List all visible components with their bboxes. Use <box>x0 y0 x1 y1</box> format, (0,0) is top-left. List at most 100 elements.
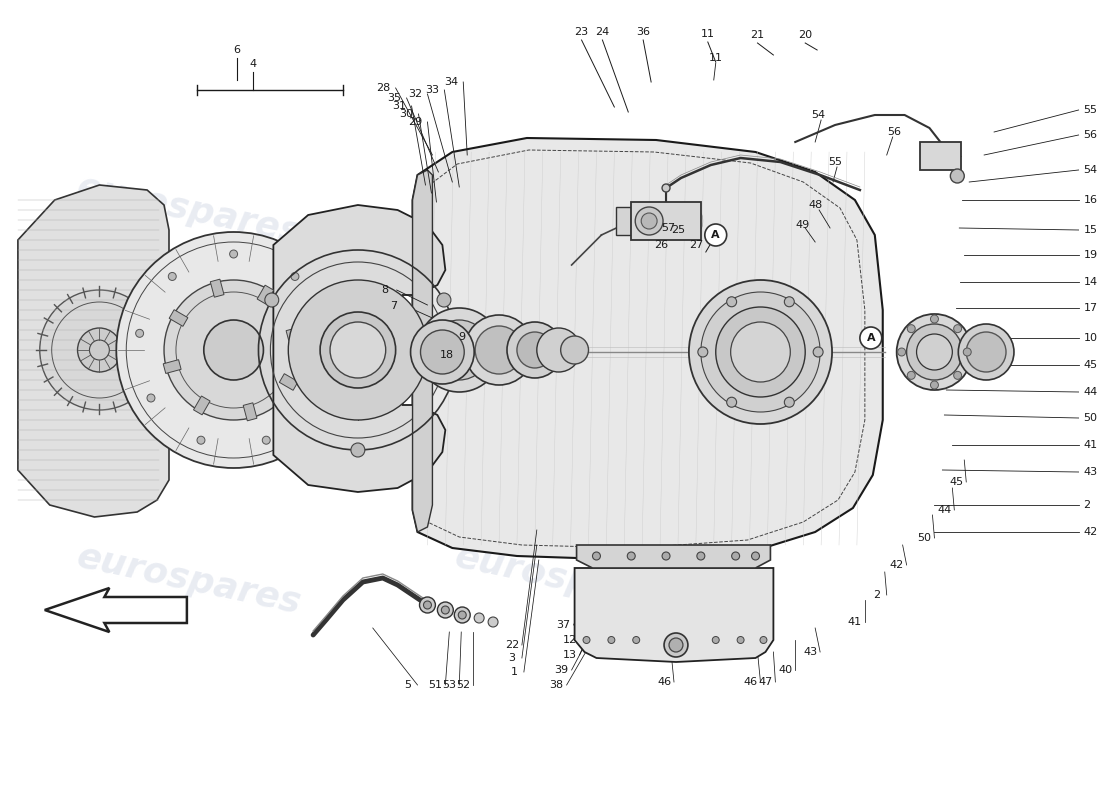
Text: 3: 3 <box>508 653 516 663</box>
Circle shape <box>288 280 428 420</box>
Circle shape <box>950 169 965 183</box>
Circle shape <box>517 332 552 368</box>
Bar <box>279 374 298 390</box>
Circle shape <box>583 637 590 643</box>
Circle shape <box>641 213 657 229</box>
Circle shape <box>40 290 159 410</box>
Text: 29: 29 <box>408 117 422 127</box>
Text: 37: 37 <box>557 620 571 630</box>
Circle shape <box>908 371 915 379</box>
Circle shape <box>330 322 386 378</box>
Circle shape <box>697 347 707 357</box>
Polygon shape <box>412 170 432 532</box>
Circle shape <box>896 314 972 390</box>
Circle shape <box>716 307 805 397</box>
Text: 48: 48 <box>808 200 823 210</box>
Text: 9: 9 <box>459 332 465 342</box>
Circle shape <box>292 273 299 281</box>
Text: 46: 46 <box>657 677 671 687</box>
Text: 42: 42 <box>890 560 904 570</box>
Text: 41: 41 <box>1084 440 1098 450</box>
Circle shape <box>164 280 304 420</box>
Text: 55: 55 <box>1084 105 1098 115</box>
Text: 54: 54 <box>811 110 825 120</box>
Text: 45: 45 <box>949 477 964 487</box>
Polygon shape <box>18 185 169 517</box>
Text: eurospares: eurospares <box>74 170 305 250</box>
Circle shape <box>760 637 767 643</box>
Text: 53: 53 <box>442 680 456 690</box>
Circle shape <box>916 334 953 370</box>
Circle shape <box>908 325 915 333</box>
Circle shape <box>632 637 640 643</box>
Text: 2: 2 <box>1084 500 1091 510</box>
Polygon shape <box>274 205 446 492</box>
Circle shape <box>730 322 790 382</box>
Circle shape <box>669 638 683 652</box>
Text: 15: 15 <box>1084 225 1098 235</box>
Circle shape <box>697 552 705 560</box>
Circle shape <box>727 297 737 306</box>
Circle shape <box>419 597 436 613</box>
Circle shape <box>958 324 1014 380</box>
Circle shape <box>906 324 962 380</box>
Circle shape <box>664 633 688 657</box>
Text: 40: 40 <box>779 665 792 675</box>
Text: 49: 49 <box>795 220 810 230</box>
Text: 11: 11 <box>701 29 715 39</box>
Text: 19: 19 <box>1084 250 1098 260</box>
Circle shape <box>705 224 727 246</box>
Circle shape <box>204 320 263 380</box>
Circle shape <box>593 552 601 560</box>
Text: eurospares: eurospares <box>451 540 682 620</box>
Bar <box>194 396 210 415</box>
Circle shape <box>813 347 823 357</box>
Circle shape <box>320 312 396 388</box>
Circle shape <box>627 552 635 560</box>
Circle shape <box>635 207 663 235</box>
Text: 2: 2 <box>873 590 880 600</box>
Circle shape <box>662 552 670 560</box>
Text: 51: 51 <box>428 680 442 690</box>
Circle shape <box>964 348 971 356</box>
Text: 41: 41 <box>848 617 862 627</box>
Polygon shape <box>576 545 770 568</box>
Circle shape <box>784 297 794 306</box>
Circle shape <box>418 308 500 392</box>
Circle shape <box>459 611 466 619</box>
Text: 57: 57 <box>661 223 675 233</box>
Text: 24: 24 <box>595 27 609 37</box>
Text: 36: 36 <box>636 27 650 37</box>
Circle shape <box>197 436 205 444</box>
Text: 56: 56 <box>1084 130 1098 140</box>
Text: 20: 20 <box>799 30 812 40</box>
Circle shape <box>860 327 882 349</box>
Text: 17: 17 <box>1084 303 1098 313</box>
Circle shape <box>410 320 474 384</box>
Text: 28: 28 <box>376 83 390 93</box>
Circle shape <box>931 315 938 323</box>
Circle shape <box>168 273 176 281</box>
Text: 52: 52 <box>456 680 471 690</box>
Circle shape <box>438 602 453 618</box>
Text: 45: 45 <box>1084 360 1098 370</box>
Text: 39: 39 <box>554 665 569 675</box>
Text: 47: 47 <box>758 677 772 687</box>
Text: eurospares: eurospares <box>74 540 305 620</box>
Text: 22: 22 <box>505 640 519 650</box>
Text: 13: 13 <box>562 650 576 660</box>
Text: 43: 43 <box>803 647 817 657</box>
Circle shape <box>424 601 431 609</box>
Text: 43: 43 <box>1084 467 1098 477</box>
Text: 27: 27 <box>689 240 703 250</box>
Text: 5: 5 <box>404 680 411 690</box>
Text: A: A <box>867 333 876 343</box>
Text: 44: 44 <box>937 505 952 515</box>
Circle shape <box>966 332 1006 372</box>
Text: eurospares: eurospares <box>451 170 682 250</box>
Bar <box>920 142 961 170</box>
Text: 14: 14 <box>1084 277 1098 287</box>
Circle shape <box>429 320 490 380</box>
Text: 56: 56 <box>888 127 902 137</box>
Circle shape <box>351 443 365 457</box>
